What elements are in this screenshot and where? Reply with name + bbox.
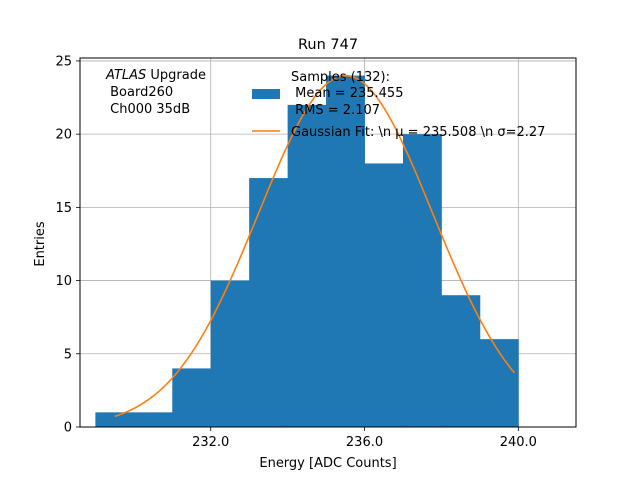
legend-samples-line-3: RMS = 2.107	[291, 103, 380, 118]
atlas-label: ATLAS	[105, 68, 146, 83]
histogram-bar-7	[364, 163, 404, 427]
y-tick-label-0: 0	[64, 421, 72, 436]
gaussian-fit-curve	[114, 74, 516, 418]
atlas-annotation: ATLAS Upgrade Board260 Ch000 35dB	[105, 68, 206, 117]
histogram-bar-0	[95, 412, 135, 427]
histogram-bar-9	[441, 295, 481, 427]
histogram-bar-3	[210, 280, 250, 427]
y-axis-label: Entries	[33, 221, 48, 267]
histogram-bar-8	[402, 134, 442, 427]
legend-fit-label: Gaussian Fit: \n μ = 235.508 \n σ=2.27	[291, 125, 545, 140]
atlas-annotation-line-1: ATLAS Upgrade	[105, 68, 206, 83]
y-tick-label-4: 20	[55, 128, 72, 143]
x-axis-label: Energy [ADC Counts]	[259, 456, 396, 471]
chart-title: Run 747	[298, 37, 358, 53]
atlas-upgrade-text: Upgrade	[146, 68, 206, 83]
histogram-bar-2	[172, 368, 212, 427]
x-tick-label-2: 240.0	[500, 435, 537, 450]
legend-samples-line-1: Samples (132):	[291, 70, 390, 85]
histogram-bar-4	[249, 178, 289, 427]
axis-ticks: 232.0 236.0 240.0 0 5 10 15 20 25	[55, 54, 536, 450]
histogram-bar-6	[326, 75, 365, 428]
legend: Samples (132): Mean = 235.455 RMS = 2.10…	[252, 70, 545, 140]
y-tick-label-1: 5	[64, 347, 72, 362]
histogram-bar-5	[287, 104, 327, 427]
gaussian-fit	[114, 74, 516, 418]
atlas-annotation-line-3: Ch000 35dB	[106, 102, 190, 117]
plot-frame	[79, 57, 577, 428]
legend-samples-swatch	[252, 89, 280, 99]
y-tick-label-3: 15	[55, 201, 72, 216]
x-tick-label-0: 232.0	[192, 435, 229, 450]
atlas-annotation-line-2: Board260	[106, 85, 173, 100]
histogram-bars	[95, 75, 519, 428]
histogram-bar-1	[133, 412, 173, 427]
y-tick-label-5: 25	[55, 54, 72, 69]
legend-samples-line-2: Mean = 235.455	[291, 86, 403, 101]
x-tick-label-1: 236.0	[346, 435, 383, 450]
y-tick-label-2: 10	[55, 274, 72, 289]
